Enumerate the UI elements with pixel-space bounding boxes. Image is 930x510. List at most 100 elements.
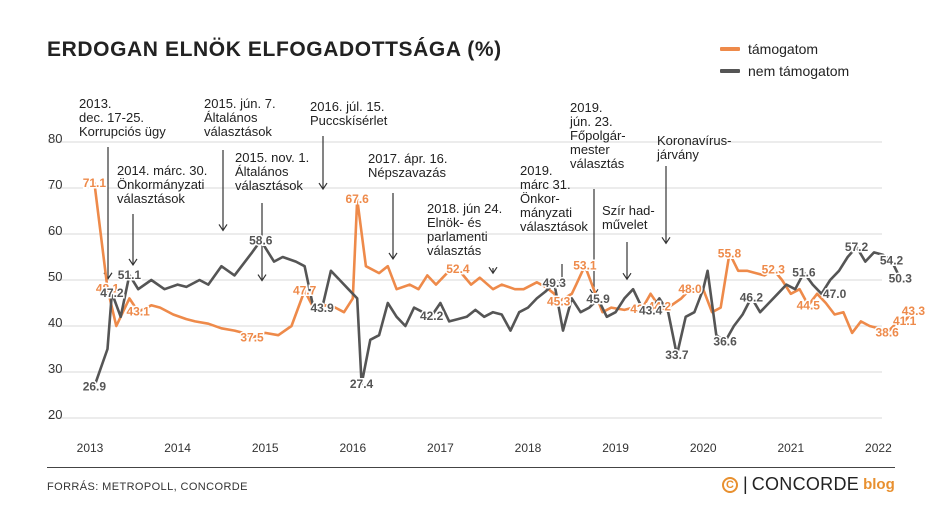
event-annotation-line: 2016. júl. 15. (310, 99, 384, 114)
data-label: 43.1 (127, 305, 151, 319)
data-label: 51.6 (792, 266, 816, 280)
source-note: FORRÁS: METROPOLL, CONCORDE (47, 481, 248, 493)
data-label: 37.5 (240, 331, 264, 345)
event-annotation: 2016. júl. 15. Puccskísérlet (310, 99, 388, 128)
event-annotation-line: Önkor- (520, 191, 560, 206)
event-annotation-line: 2019. (570, 100, 603, 115)
data-label: 54.2 (880, 254, 904, 268)
data-label: 41.1 (893, 314, 917, 328)
data-label: 47.0 (823, 287, 847, 301)
legend-swatch-support (720, 47, 740, 51)
data-label: 57.2 (845, 240, 869, 254)
x-tick-label: 2018 (515, 441, 542, 455)
event-annotation: 2013. dec. 17-25. Korrupciós ügy (79, 96, 166, 139)
legend-swatch-oppose (720, 69, 740, 73)
event-annotation-line: dec. 17-25. (79, 110, 144, 125)
event-annotation-line: választás (570, 156, 625, 171)
legend-item-support: támogatom (720, 38, 849, 60)
data-label: 51.1 (118, 268, 142, 282)
brand-name: CONCORDE (751, 474, 860, 494)
event-annotation-line: parlamenti (427, 229, 488, 244)
series-line-support (93, 181, 915, 339)
data-label: 46.2 (740, 290, 764, 304)
event-annotation-line: jún. 23. (569, 114, 613, 129)
annotation-arrow-icon (557, 279, 567, 288)
x-tick-label: 2016 (339, 441, 366, 455)
data-label: 49.3 (543, 276, 567, 290)
event-annotation-line: 2015. jún. 7. (204, 96, 276, 111)
event-annotation-line: választások (117, 191, 185, 206)
data-label: 58.6 (249, 233, 273, 247)
data-label: 52.4 (446, 262, 470, 276)
event-annotation-line: mányzati (520, 205, 572, 220)
event-annotation-line: 2018. jún 24. (427, 201, 502, 216)
event-annotation: 2019. márc 31. Önkor-mányzati választások (520, 163, 588, 234)
event-annotation-line: választások (204, 124, 272, 139)
annotation-arrow-icon (218, 224, 228, 232)
data-label: 47.2 (100, 286, 124, 300)
event-annotation: 2014. márc. 30. Önkormányzati választások (117, 163, 207, 206)
event-annotation-line: 2013. (79, 96, 112, 111)
data-label: 50.3 (889, 272, 913, 286)
event-annotation-line: 2017. ápr. 16. (368, 151, 448, 166)
event-annotation-line: Koronavírus- (657, 133, 731, 148)
chart-legend: támogatom nem támogatom (720, 38, 849, 82)
event-annotation-line: Korrupciós ügy (79, 124, 166, 139)
x-tick-label: 2017 (427, 441, 454, 455)
x-tick-label: 2021 (777, 441, 804, 455)
event-annotation-line: Népszavazás (368, 165, 447, 180)
event-annotation-line: választás (427, 243, 482, 258)
x-tick-label: 2013 (77, 441, 104, 455)
event-annotation: 2015. nov. 1. Általános választások (235, 150, 309, 193)
x-tick-label: 2015 (252, 441, 279, 455)
x-tick-label: 2019 (602, 441, 629, 455)
data-label: 43.9 (310, 301, 334, 315)
event-annotation: 2015. jún. 7. Általános választások (204, 96, 276, 139)
x-tick-label: 2020 (690, 441, 717, 455)
data-label: 45.3 (547, 295, 571, 309)
x-tick-label: 2014 (164, 441, 191, 455)
event-annotation-line: 2015. nov. 1. (235, 150, 309, 165)
y-tick-label: 40 (48, 315, 62, 330)
event-annotation-line: Puccskísérlet (310, 113, 388, 128)
data-label: 52.3 (762, 262, 786, 276)
data-label: 71.1 (83, 176, 107, 190)
event-annotation-line: Elnök- és (427, 215, 482, 230)
y-tick-label: 60 (48, 223, 62, 238)
event-annotation: Szír had-művelet (602, 203, 655, 232)
footer-divider (47, 467, 895, 468)
y-tick-label: 50 (48, 269, 62, 284)
chart-title: ERDOGAN ELNÖK ELFOGADOTTSÁGA (%) (47, 38, 502, 61)
event-annotation-line: Szír had- (602, 203, 655, 218)
line-chart: 80 70 60 50 40 30 20 2013 2014 2015 2016 2017 2018 20… (48, 96, 927, 455)
event-annotation-line: márc 31. (520, 177, 571, 192)
data-label: 33.7 (665, 348, 689, 362)
legend-label-support: támogatom (748, 41, 819, 57)
data-label: 42.2 (420, 309, 444, 323)
data-label: 43.3 (902, 304, 926, 318)
data-label: 36.6 (713, 335, 737, 349)
event-annotation-line: 2019. (520, 163, 553, 178)
legend-item-oppose: nem támogatom (720, 60, 849, 82)
annotation-arrow-icon (661, 236, 671, 245)
event-annotation-line: járvány (656, 147, 699, 162)
data-label: 38.6 (875, 325, 899, 339)
y-tick-label: 70 (48, 177, 62, 192)
event-annotation-line: választások (520, 219, 588, 234)
event-annotation: 2019. jún. 23. Főpolgár-mester választás (569, 100, 626, 171)
event-annotation-line: Általános (235, 164, 289, 179)
data-label: 43.7 (630, 302, 654, 316)
annotation-arrow-icon (318, 182, 328, 191)
y-tick-label: 80 (48, 131, 62, 146)
data-label: 48.0 (678, 282, 702, 296)
data-label: 44.5 (797, 298, 821, 312)
data-label: 53.1 (573, 259, 597, 273)
event-annotation-line: Általános (204, 110, 258, 125)
event-annotation-line: 2014. márc. 30. (117, 163, 207, 178)
event-annotation-line: választások (235, 178, 303, 193)
annotation-arrow-icon (128, 258, 138, 267)
x-tick-label: 2022 (865, 441, 892, 455)
event-annotation-line: Önkormányzati (117, 177, 205, 192)
y-tick-label: 30 (48, 361, 62, 376)
concorde-logo-icon: C (722, 476, 738, 493)
